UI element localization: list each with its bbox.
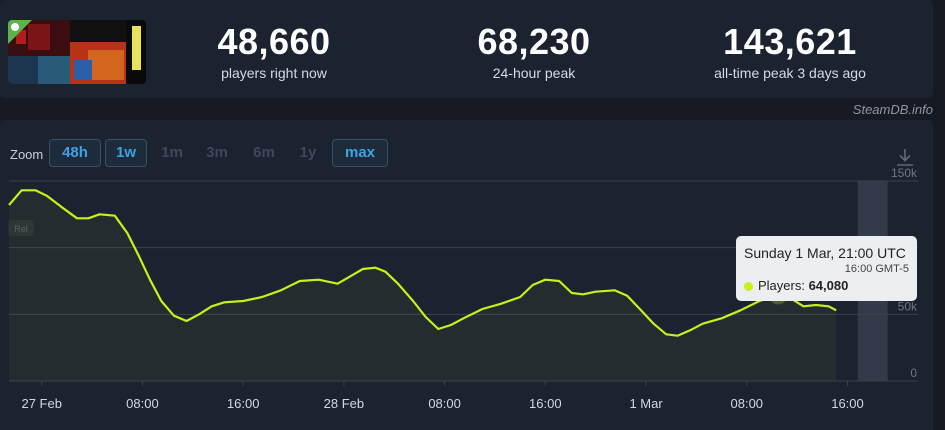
x-tick-label: 16:00 [831,396,864,411]
all-time-peak-label: all-time peak 3 days ago [714,65,866,81]
y-tick-label: 50k [898,299,918,313]
chart-tooltip: Sunday 1 Mar, 21:00 UTC 16:00 GMT-5 Play… [736,236,917,301]
x-tick-label: 27 Feb [21,396,61,411]
chart-panel: Rel 0 50k 150k 27 Feb 08:00 16:00 28 Feb 08:00 16… [0,120,933,430]
zoom-1w-button[interactable]: 1w [105,139,147,167]
x-tick-label: 28 Feb [324,396,364,411]
current-players-stat: 48,660 players right now [200,21,348,82]
download-icon[interactable] [895,147,915,172]
tooltip-local-time: 16:00 GMT-5 [844,263,909,275]
current-players-value: 48,660 [217,21,331,62]
day-peak-label: 24-hour peak [492,65,576,81]
zoom-3m-button: 3m [206,144,228,161]
x-tick-label: 08:00 [126,396,159,411]
day-peak-value: 68,230 [477,21,591,62]
x-tick-label: 16:00 [227,396,260,411]
tooltip-date: Sunday 1 Mar, 21:00 UTC [744,245,906,261]
steam-deck-icon [11,23,19,31]
x-tick-label: 1 Mar [629,396,663,411]
zoom-1m-button: 1m [161,144,183,161]
tooltip-value-row: Players: 64,080 [744,278,848,293]
x-tick-label: 16:00 [529,396,562,411]
tooltip-series-label: Players: [758,278,809,293]
zoom-48h-button[interactable]: 48h [49,139,101,167]
series-area [9,190,837,381]
series-dot-icon [744,282,753,291]
zoom-max-button[interactable]: max [332,139,388,167]
current-players-label: players right now [221,65,327,81]
stats-bar: 48,660 players right now 68,230 24-hour … [0,0,933,98]
series-line-players [8,189,837,337]
release-label: Rel [14,224,28,234]
zoom-label: Zoom [10,147,44,162]
zoom-6m-button: 6m [253,144,275,161]
all-time-peak-value: 143,621 [723,21,857,62]
day-peak-stat: 68,230 24-hour peak [460,21,608,82]
y-tick-label: 150k [891,166,918,180]
all-time-peak-stat: 143,621 all-time peak 3 days ago [700,21,880,82]
x-tick-label: 08:00 [731,396,764,411]
x-tick-label: 08:00 [428,396,461,411]
player-count-chart[interactable]: Rel 0 50k 150k 27 Feb 08:00 16:00 28 Feb 08:00 16… [0,120,933,430]
tooltip-value: 64,080 [808,278,849,293]
zoom-1y-button: 1y [299,144,317,161]
release-flag-icon [8,220,35,236]
game-thumbnail[interactable] [8,20,146,84]
steamdb-credit[interactable]: SteamDB.info [852,102,933,117]
y-tick-label: 0 [910,366,917,380]
